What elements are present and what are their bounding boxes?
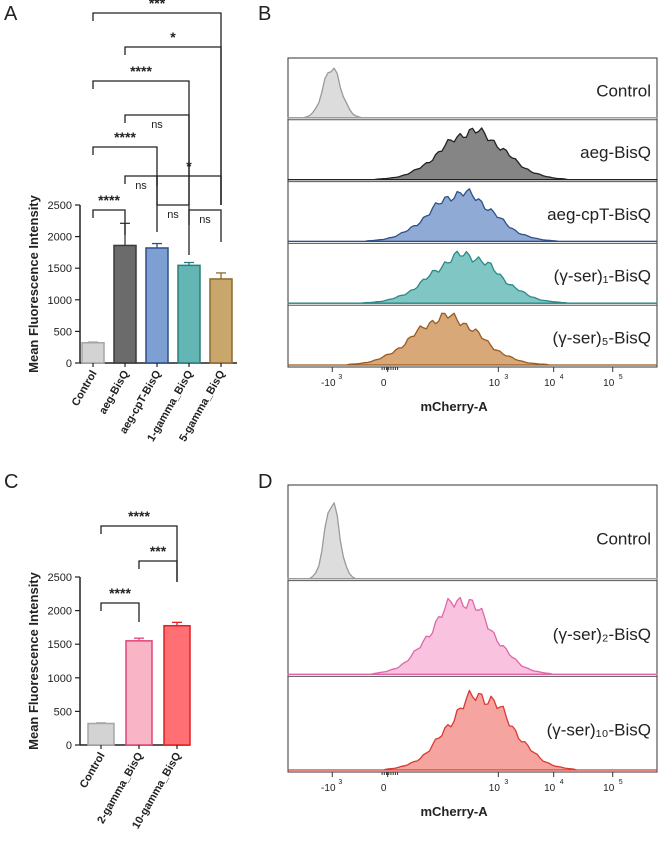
y-tick-label: 1000 <box>48 673 72 685</box>
series-label: (γ-ser)₅-BisQ <box>553 329 651 348</box>
significance-bracket <box>188 209 222 255</box>
significance-label: *** <box>149 0 166 11</box>
series-label: aeg-BisQ <box>580 143 651 162</box>
x-tick-exponent: 3 <box>338 374 342 381</box>
y-tick-label: 500 <box>54 706 72 718</box>
plot-frame <box>287 484 658 773</box>
significance-label: ns <box>135 180 147 192</box>
x-tick-label: 0 <box>381 378 387 389</box>
significance-label: **** <box>98 192 120 208</box>
x-tick-label: -10 <box>321 378 336 389</box>
series-label: Control <box>596 81 651 100</box>
x-tick-label: 10 <box>544 783 556 794</box>
y-tick-label: 2500 <box>48 572 72 584</box>
bar <box>81 342 105 364</box>
series-label: (γ-ser)₂-BisQ <box>553 625 651 644</box>
y-axis-title: Mean Fluorescence Intensity <box>26 571 41 749</box>
x-tick-exponent: 5 <box>619 779 623 786</box>
significance-label: **** <box>130 63 152 79</box>
category-label: aeg-BisQ <box>97 368 132 416</box>
x-tick-label: 10 <box>489 783 501 794</box>
series-label: Control <box>596 529 651 548</box>
significance-label: * <box>186 158 192 174</box>
category-label: Control <box>78 751 108 791</box>
x-tick-label: 10 <box>603 783 615 794</box>
x-tick-exponent: 3 <box>504 374 508 381</box>
x-tick-label: -10 <box>321 783 336 794</box>
y-tick-label: 2500 <box>48 200 72 212</box>
significance-label: ns <box>167 209 179 221</box>
significance-label: **** <box>128 508 150 524</box>
panel-letter-c: C <box>4 471 18 493</box>
significance-bracket <box>156 175 222 205</box>
significance-bracket <box>100 602 140 622</box>
x-axis-title: mCherry-A <box>420 804 488 819</box>
panel-letter-d: D <box>258 471 272 493</box>
significance-bracket <box>124 114 190 205</box>
y-tick-label: 2000 <box>48 606 72 618</box>
bar <box>87 722 115 746</box>
significance-label: **** <box>109 585 131 601</box>
series-label: aeg-cpT-BisQ <box>547 205 651 224</box>
significance-bracket <box>138 560 178 582</box>
x-tick-label: 10 <box>544 378 556 389</box>
bar <box>125 640 153 746</box>
significance-label: ns <box>199 214 211 226</box>
bar <box>163 624 191 746</box>
bar <box>145 247 169 364</box>
x-tick-exponent: 3 <box>338 779 342 786</box>
panel-letter-b: B <box>258 3 271 25</box>
panel-letter-a: A <box>4 3 18 25</box>
category-label: Control <box>70 369 100 409</box>
plot-frame <box>287 57 658 368</box>
histogram-b: Control aeg-BisQ aeg-cpT-BisQ (γ-ser)₁-BisQ… <box>287 57 658 414</box>
significance-bracket <box>124 175 158 205</box>
x-tick-label: 10 <box>489 378 501 389</box>
x-tick-label: 0 <box>381 783 387 794</box>
bar <box>113 244 137 364</box>
y-tick-label: 0 <box>66 358 72 370</box>
significance-bracket <box>100 525 178 582</box>
series-label: (γ-ser)₁-BisQ <box>554 267 651 286</box>
x-axis-title: mCherry-A <box>420 399 488 414</box>
y-tick-label: 2000 <box>48 232 72 244</box>
significance-bracket <box>124 46 222 205</box>
y-tick-label: 1500 <box>48 639 72 651</box>
y-tick-label: 1000 <box>48 295 72 307</box>
bar <box>209 278 233 364</box>
x-tick-label: 10 <box>603 378 615 389</box>
significance-bracket <box>92 209 126 235</box>
y-tick-label: 0 <box>66 740 72 752</box>
bar-chart-a: 0 500 1000 1500 2000 2500 Mean Fluorescence In… <box>26 0 237 444</box>
x-tick-exponent: 4 <box>560 779 564 786</box>
significance-label: *** <box>150 543 167 559</box>
x-tick-exponent: 5 <box>619 374 623 381</box>
series-label: (γ-ser)₁₀-BisQ <box>547 721 651 740</box>
x-tick-exponent: 3 <box>504 779 508 786</box>
bar <box>177 264 201 364</box>
y-axis-title: Mean Fluorescence Intensity <box>26 194 41 372</box>
significance-label: ns <box>151 119 163 131</box>
x-tick-exponent: 4 <box>560 374 564 381</box>
y-tick-label: 1500 <box>48 263 72 275</box>
significance-label: **** <box>114 129 136 145</box>
bar-chart-c: 0 500 1000 1500 2000 2500 Mean Fluorescence In… <box>26 508 191 831</box>
y-tick-label: 500 <box>54 326 72 338</box>
significance-label: * <box>170 29 176 45</box>
